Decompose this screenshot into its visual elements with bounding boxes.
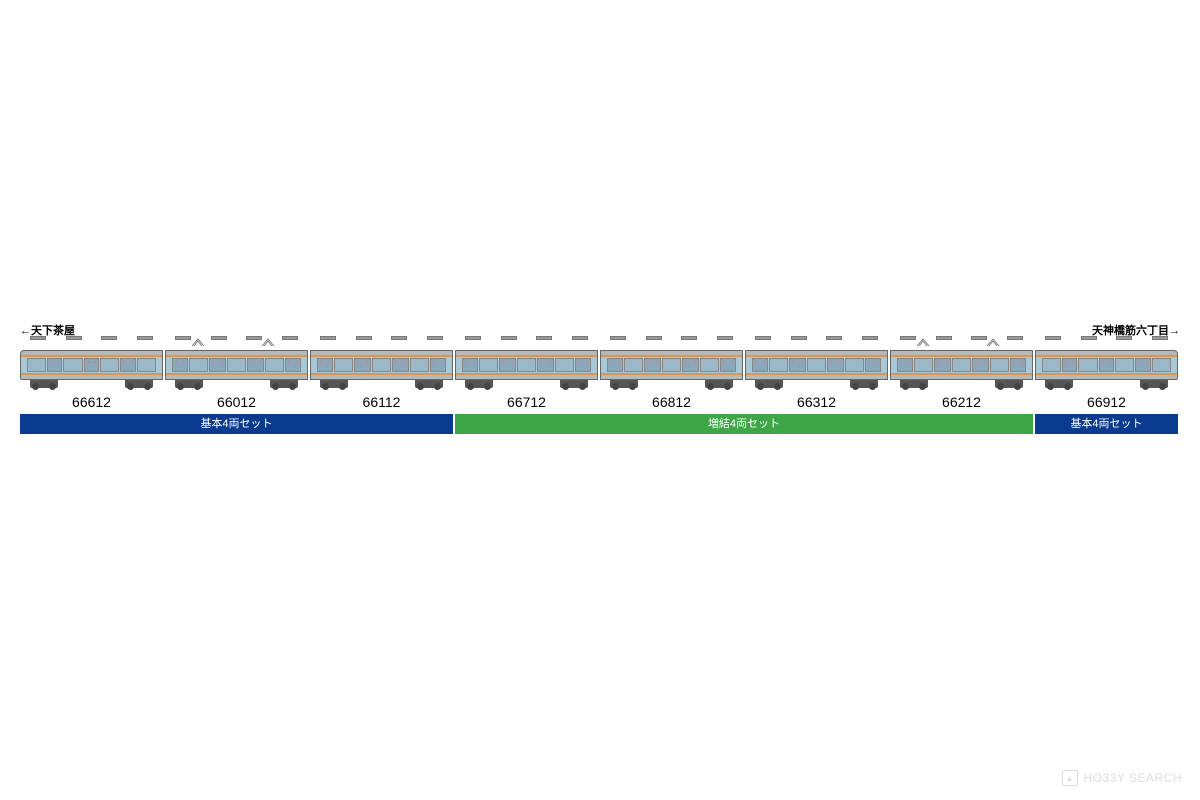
bogies: [20, 380, 163, 388]
car-number-label: 66312: [745, 394, 888, 410]
bogies: [455, 380, 598, 388]
car-body: [890, 350, 1033, 380]
train-car: [600, 340, 743, 380]
train-formation-diagram: ←天下茶屋 天神橋筋六丁目→ 6661266012661126671266812…: [20, 340, 1180, 434]
bogies: [745, 380, 888, 388]
bogies: [600, 380, 743, 388]
set-bar: 基本4両セット: [20, 414, 453, 434]
train-car: [1035, 340, 1178, 380]
roof-equipment: [310, 333, 453, 340]
train-car: [455, 340, 598, 380]
set-bar: 増結4両セット: [455, 414, 1033, 434]
car-number-label: 66012: [165, 394, 308, 410]
roof-equipment: [455, 333, 598, 340]
car-number-label: 66112: [310, 394, 453, 410]
roof-equipment: [745, 333, 888, 340]
car-numbers-row: 6661266012661126671266812663126621266912: [20, 394, 1180, 410]
roof-equipment: [600, 333, 743, 340]
roof-equipment: [165, 333, 308, 340]
pantograph-icon: [261, 337, 275, 347]
bogies: [310, 380, 453, 388]
car-body: [20, 350, 163, 380]
watermark: HO33Y SEARCH: [1062, 770, 1182, 786]
pantograph-icon: [986, 337, 1000, 347]
car-body: [1035, 350, 1178, 380]
train-car: [165, 340, 308, 380]
car-number-label: 66212: [890, 394, 1033, 410]
car-number-label: 66712: [455, 394, 598, 410]
car-number-label: 66812: [600, 394, 743, 410]
roof-equipment: [20, 333, 163, 340]
car-body: [165, 350, 308, 380]
watermark-text: HO33Y SEARCH: [1084, 771, 1182, 785]
train-car: [20, 340, 163, 380]
bogies: [1035, 380, 1178, 388]
car-body: [600, 350, 743, 380]
car-number-label: 66612: [20, 394, 163, 410]
set-bar: 基本4両セット: [1035, 414, 1178, 434]
roof-equipment: [890, 333, 1033, 340]
roof-equipment: [1035, 333, 1178, 340]
train-car-row: [20, 340, 1180, 380]
car-body: [745, 350, 888, 380]
car-number-label: 66912: [1035, 394, 1178, 410]
car-body: [310, 350, 453, 380]
bogies: [890, 380, 1033, 388]
train-car: [310, 340, 453, 380]
bogies: [165, 380, 308, 388]
train-car: [745, 340, 888, 380]
pantograph-icon: [191, 337, 205, 347]
pantograph-icon: [916, 337, 930, 347]
car-body: [455, 350, 598, 380]
watermark-icon: [1062, 770, 1078, 786]
train-car: [890, 340, 1033, 380]
set-bars-row: 基本4両セット増結4両セット基本4両セット: [20, 414, 1180, 434]
